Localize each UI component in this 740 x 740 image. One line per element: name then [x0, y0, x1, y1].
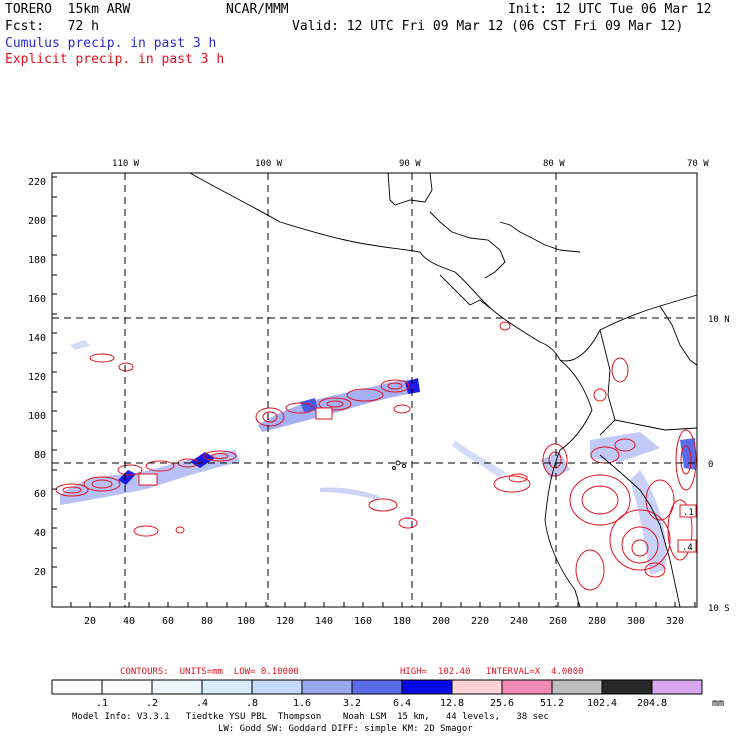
box-label: .4 [682, 543, 693, 553]
valid-time: Valid: 12 UTC Fri 09 Mar 12 (06 CST Fri … [292, 19, 684, 34]
y-tick-label: 100 [28, 411, 46, 422]
latlon-grid [52, 173, 697, 607]
lon-label: 80 W [543, 159, 565, 169]
x-tick-label: 100 [237, 616, 255, 627]
contours-high: HIGH= 102.40 [400, 667, 471, 677]
coastlines [189, 172, 698, 608]
x-tick-label: 180 [393, 616, 411, 627]
lon-label: 70 W [687, 159, 709, 169]
explicit-legend: Explicit precip. in past 3 h [5, 52, 225, 67]
x-tick-label: 120 [276, 616, 294, 627]
model-info: Model Info: V3.3.1 Tiedtke YSU PBL Thomp… [72, 712, 549, 722]
x-tick-label: 140 [315, 616, 333, 627]
x-tick-label: 300 [627, 616, 645, 627]
colorbar-label: 204.8 [637, 698, 667, 709]
lon-label: 110 W [112, 159, 140, 169]
lat-label: 10 S [708, 604, 730, 614]
contours-interval: INTERVAL=X 4.0000 [486, 667, 584, 677]
colorbar-label: 12.8 [440, 698, 464, 709]
colorbar-label: .2 [146, 698, 158, 709]
cumulus-legend: Cumulus precip. in past 3 h [5, 36, 217, 51]
colorbar-label: .1 [96, 698, 108, 709]
lon-label: 90 W [399, 159, 421, 169]
colorbar-label: .8 [246, 698, 258, 709]
lon-label: 100 W [255, 159, 283, 169]
x-tick-label: 80 [201, 616, 213, 627]
colorbar-label: 6.4 [393, 698, 411, 709]
y-tick-label: 200 [28, 216, 46, 227]
x-tick-label: 320 [666, 616, 684, 627]
box-label: .1 [683, 508, 694, 518]
colorbar-label: 1.6 [293, 698, 311, 709]
model-name: TORERO 15km ARW [5, 2, 131, 17]
colorbar-label: .4 [196, 698, 208, 709]
y-tick-label: 140 [28, 333, 46, 344]
y-tick-label: 80 [34, 450, 46, 461]
x-tick-label: 60 [162, 616, 174, 627]
y-tick-label: 40 [34, 528, 46, 539]
colorbar-unit: mm [712, 698, 724, 709]
x-tick-label: 20 [84, 616, 96, 627]
value-boxes: .1 .4 [138, 407, 697, 553]
y-tick-label: 160 [28, 294, 46, 305]
colorbar-label: 102.4 [587, 698, 617, 709]
x-tick-label: 160 [354, 616, 372, 627]
init-time: Init: 12 UTC Tue 06 Mar 12 [508, 2, 712, 17]
y-tick-label: 220 [28, 177, 46, 188]
y-tick-label: 20 [34, 567, 46, 578]
explicit-precip-contours [55, 321, 697, 591]
x-tick-label: 40 [123, 616, 135, 627]
x-tick-label: 220 [471, 616, 489, 627]
forecast-hour: Fcst: 72 h [5, 19, 99, 34]
axis-ticks [52, 176, 696, 607]
y-tick-label: 60 [34, 489, 46, 500]
y-tick-label: 120 [28, 372, 46, 383]
x-tick-label: 240 [510, 616, 528, 627]
colorbar-label: 51.2 [540, 698, 564, 709]
y-tick-label: 180 [28, 255, 46, 266]
physics-info: LW: Godd SW: Goddard DIFF: simple KM: 2D… [218, 724, 473, 734]
organization: NCAR/MMM [226, 2, 289, 17]
colorbar-label: 25.6 [490, 698, 514, 709]
colorbar [51, 679, 703, 695]
lat-label: 10 N [708, 315, 730, 325]
lat-label: 0 [708, 460, 713, 470]
x-tick-label: 280 [588, 616, 606, 627]
x-tick-label: 260 [549, 616, 567, 627]
x-tick-label: 200 [432, 616, 450, 627]
colorbar-label: 3.2 [343, 698, 361, 709]
contours-info: CONTOURS: UNITS=mm LOW= 0.10000 [120, 667, 299, 677]
